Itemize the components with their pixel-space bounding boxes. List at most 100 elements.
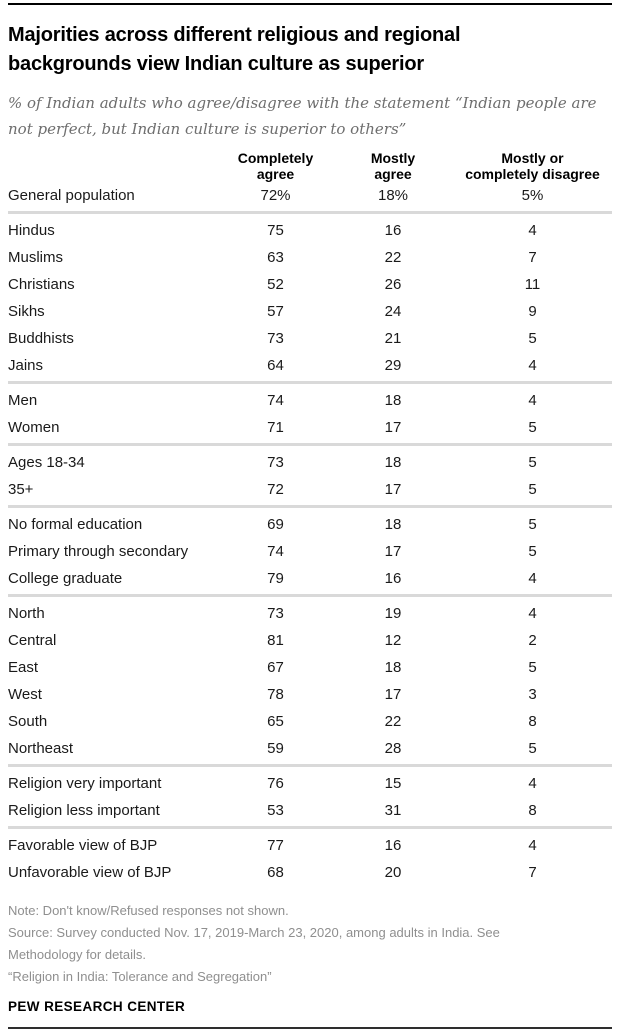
cell-mostly-agree: 24 xyxy=(384,303,402,320)
cell-completely-agree: 57 xyxy=(267,303,284,320)
cell-disagree: 5 xyxy=(528,516,537,533)
cell-mostly-agree: 17 xyxy=(384,481,402,498)
table-row: Northeast 59 28 5 xyxy=(8,735,612,762)
note-line: Note: Don't know/Refused responses not s… xyxy=(8,903,289,918)
cell-completely-agree: 76 xyxy=(267,775,284,792)
cell-mostly-agree: 29 xyxy=(384,357,402,374)
cell-mostly-agree: 17 xyxy=(384,686,402,703)
table-row: East 67 18 5 xyxy=(8,654,612,681)
cell-disagree: 7 xyxy=(528,864,537,881)
cell-disagree: 2 xyxy=(528,632,537,649)
column-header-disagree: Mostly or completely disagree xyxy=(465,150,600,182)
section-separator xyxy=(8,443,612,446)
cell-mostly-agree: 22 xyxy=(384,249,402,266)
cell-completely-agree: 53 xyxy=(267,802,284,819)
cell-mostly-agree: 18% xyxy=(377,187,409,204)
table-row: 35+ 72 17 5 xyxy=(8,476,612,503)
row-label: Muslims xyxy=(8,249,63,266)
cell-disagree: 8 xyxy=(528,802,537,819)
cell-mostly-agree: 19 xyxy=(384,605,402,622)
cell-mostly-agree: 18 xyxy=(384,516,402,533)
section-separator xyxy=(8,826,612,829)
page-title: Majorities across different religious an… xyxy=(8,21,612,79)
row-label: Buddhists xyxy=(8,330,74,347)
table-row: Sikhs 57 24 9 xyxy=(8,298,612,325)
cell-completely-agree: 69 xyxy=(267,516,284,533)
section-separator xyxy=(8,211,612,214)
table-row: Religion very important 76 15 4 xyxy=(8,770,612,797)
table-row: Jains 64 29 4 xyxy=(8,352,612,379)
cell-mostly-agree: 22 xyxy=(384,713,402,730)
table-group-region: North 73 19 4 Central 81 12 2 East 67 18… xyxy=(8,600,612,762)
cell-disagree: 4 xyxy=(528,570,537,587)
section-separator xyxy=(8,505,612,508)
table-group-education: No formal education 69 18 5 Primary thro… xyxy=(8,511,612,592)
cell-completely-agree: 52 xyxy=(267,276,284,293)
cell-disagree: 5 xyxy=(528,543,537,560)
cell-mostly-agree: 18 xyxy=(384,454,402,471)
table-row: Muslims 63 22 7 xyxy=(8,244,612,271)
footnotes: Note: Don't know/Refused responses not s… xyxy=(8,900,612,988)
row-label: 35+ xyxy=(8,481,34,498)
page-subtitle-line1: % of Indian adults who agree/disagree wi… xyxy=(8,94,597,112)
table-row: Favorable view of BJP 77 16 4 xyxy=(8,832,612,859)
source-line: Source: Survey conducted Nov. 17, 2019-M… xyxy=(8,925,500,940)
cell-disagree: 4 xyxy=(528,222,537,239)
top-border-rule xyxy=(8,3,612,5)
table-row: South 65 22 8 xyxy=(8,708,612,735)
cell-disagree: 4 xyxy=(528,357,537,374)
cell-completely-agree: 64 xyxy=(267,357,284,374)
cell-mostly-agree: 28 xyxy=(384,740,402,757)
table-group-age: Ages 18-34 73 18 5 35+ 72 17 5 xyxy=(8,449,612,503)
row-label: Favorable view of BJP xyxy=(8,837,158,854)
page-subtitle: % of Indian adults who agree/disagree wi… xyxy=(8,90,612,142)
section-separator xyxy=(8,594,612,597)
row-label: Religion less important xyxy=(8,802,160,819)
row-label: Religion very important xyxy=(8,775,162,792)
table-row: Ages 18-34 73 18 5 xyxy=(8,449,612,476)
cell-mostly-agree: 12 xyxy=(384,632,402,649)
table-body: General population 72% 18% 5% Hindus 75 … xyxy=(8,182,612,886)
table-group-gender: Men 74 18 4 Women 71 17 5 xyxy=(8,387,612,441)
cell-disagree: 4 xyxy=(528,392,537,409)
cell-mostly-agree: 20 xyxy=(384,864,402,881)
cell-completely-agree: 73 xyxy=(267,454,284,471)
cell-disagree: 4 xyxy=(528,605,537,622)
cell-completely-agree: 74 xyxy=(267,543,284,560)
cell-mostly-agree: 18 xyxy=(384,392,402,409)
row-label: Primary through secondary xyxy=(8,543,189,560)
table-row: West 78 17 3 xyxy=(8,681,612,708)
table-row: Women 71 17 5 xyxy=(8,414,612,441)
table-header-row: Completely agree Mostly agree Mostly or … xyxy=(8,150,612,182)
table-row: North 73 19 4 xyxy=(8,600,612,627)
table-row: General population 72% 18% 5% xyxy=(8,182,612,209)
cell-completely-agree: 67 xyxy=(267,659,284,676)
table-row: Central 81 12 2 xyxy=(8,627,612,654)
cell-completely-agree: 71 xyxy=(267,419,284,436)
row-label: South xyxy=(8,713,48,730)
section-separator xyxy=(8,381,612,384)
source-line: Methodology for details. xyxy=(8,947,147,962)
cell-mostly-agree: 17 xyxy=(384,419,402,436)
page-title-line2: backgrounds view Indian culture as super… xyxy=(8,53,424,75)
row-label: North xyxy=(8,605,45,622)
cell-disagree: 4 xyxy=(528,775,537,792)
row-label: Sikhs xyxy=(8,303,45,320)
table-group-bjp: Favorable view of BJP 77 16 4 Unfavorabl… xyxy=(8,832,612,886)
page: Majorities across different religious an… xyxy=(0,3,620,1029)
pew-research-center-wordmark: PEW RESEARCH CENTER xyxy=(8,999,186,1014)
table-group-religion: Hindus 75 16 4 Muslims 63 22 7 Christian… xyxy=(8,217,612,379)
table-group-religiosity: Religion very important 76 15 4 Religion… xyxy=(8,770,612,824)
cell-mostly-agree: 16 xyxy=(384,222,402,239)
cell-disagree: 5% xyxy=(521,187,544,204)
cell-disagree: 5 xyxy=(528,454,537,471)
cell-disagree: 5 xyxy=(528,330,537,347)
table-row: Unfavorable view of BJP 68 20 7 xyxy=(8,859,612,886)
column-header-completely-agree: Completely agree xyxy=(237,150,314,182)
cell-completely-agree: 73 xyxy=(267,605,284,622)
cell-completely-agree: 73 xyxy=(267,330,284,347)
row-label: General population xyxy=(8,187,135,204)
cell-disagree: 5 xyxy=(528,740,537,757)
cell-completely-agree: 59 xyxy=(267,740,284,757)
cell-completely-agree: 72% xyxy=(260,187,291,204)
